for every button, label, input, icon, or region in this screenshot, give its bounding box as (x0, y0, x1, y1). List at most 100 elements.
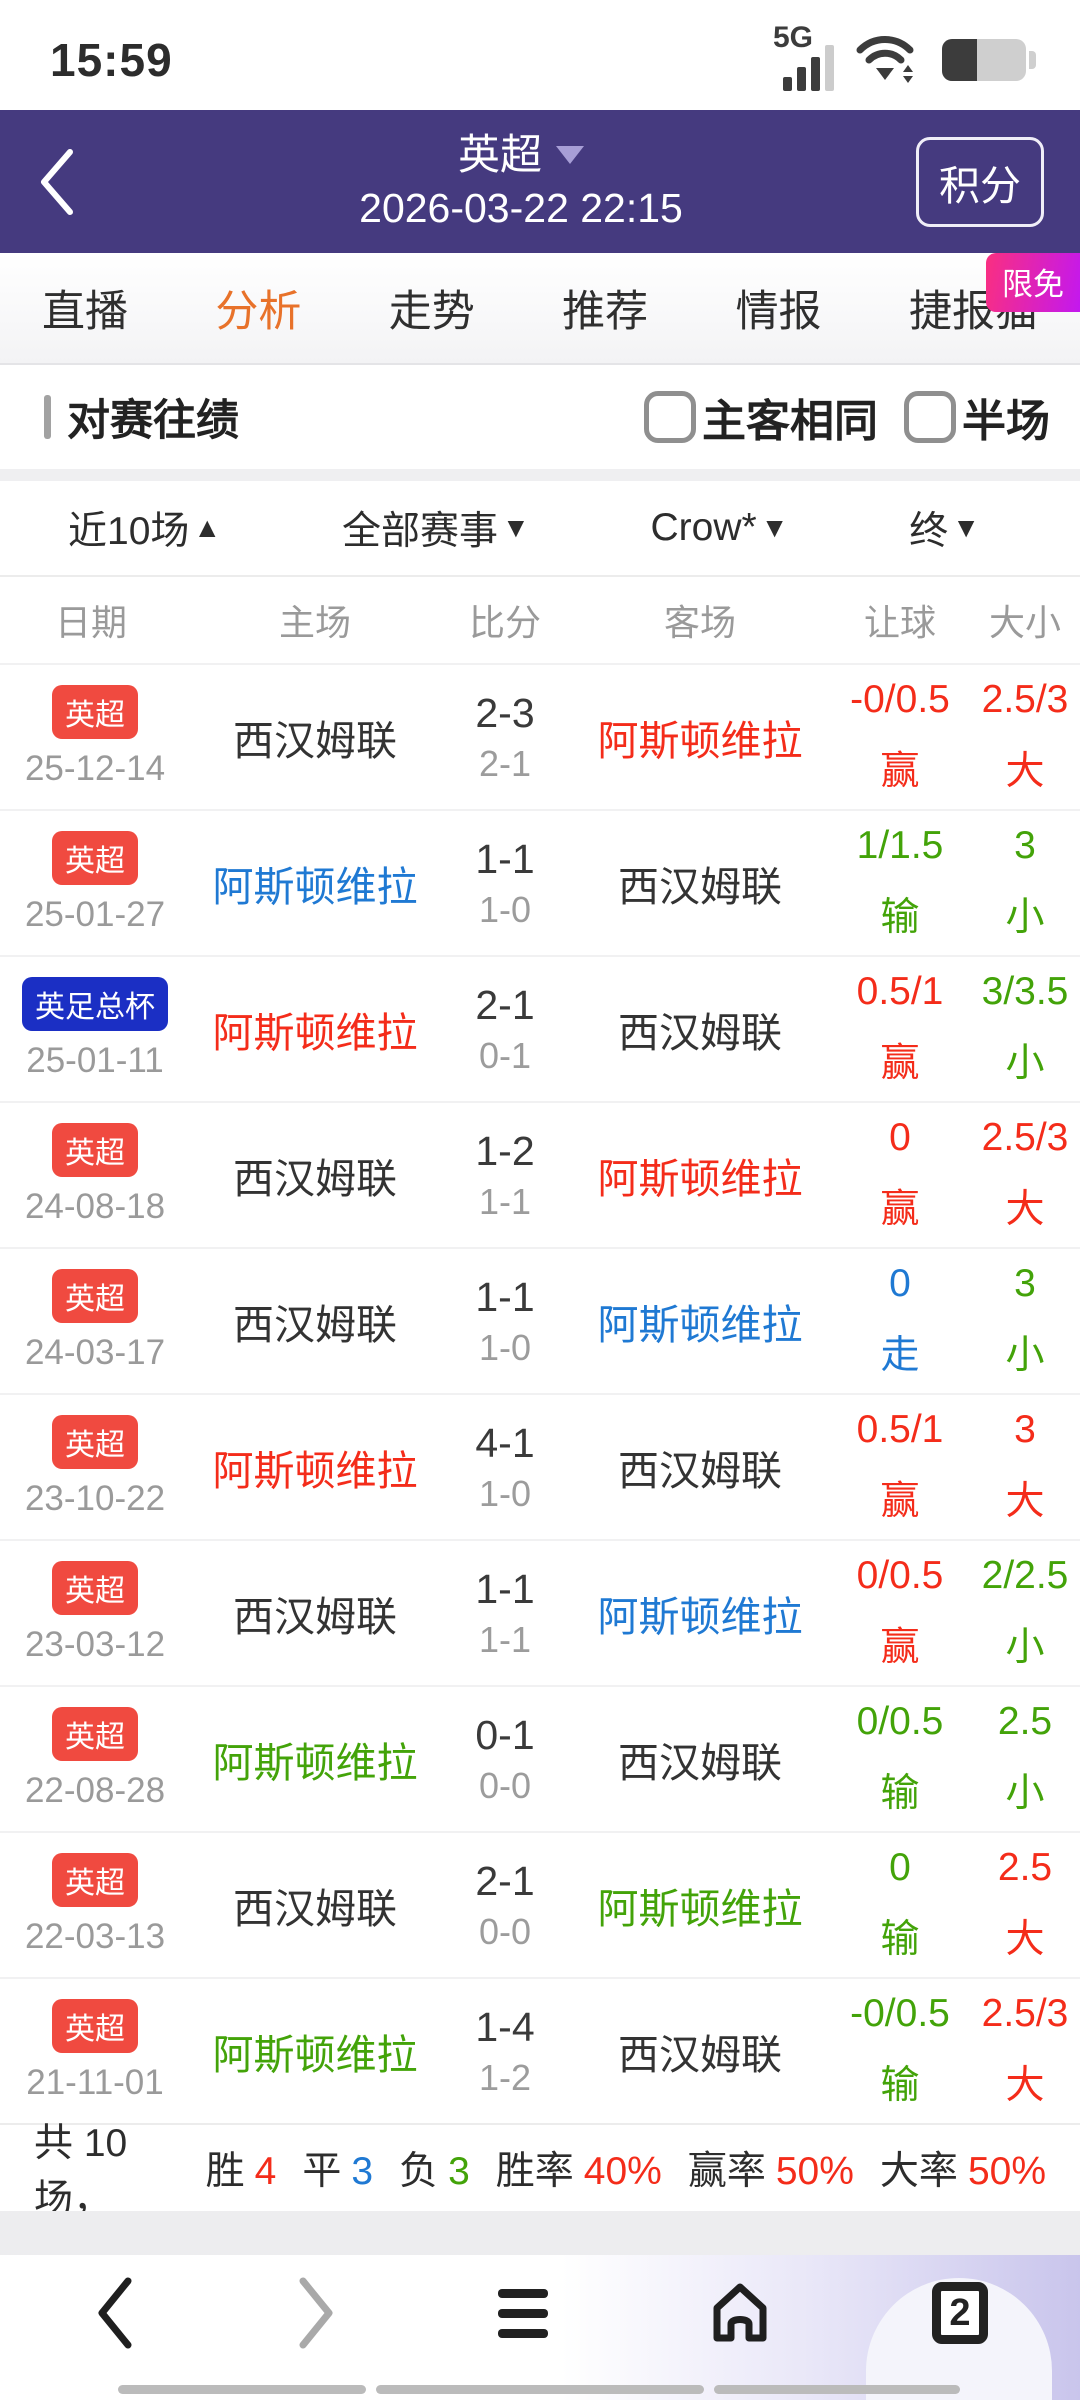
league-badge: 英超 (52, 685, 138, 739)
forward-icon (299, 2277, 333, 2349)
match-row[interactable]: 英超 24-08-18 西汉姆联 1-2 1-1 阿斯顿维拉 0 赢 2.5/3… (0, 1101, 1080, 1247)
score-cell: 2-1 0-1 (440, 982, 570, 1077)
match-date: 22-08-28 (24, 1771, 166, 1810)
handicap-cell: 0/0.5 赢 (830, 1554, 970, 1672)
home-icon (713, 2283, 767, 2342)
match-row[interactable]: 英超 22-03-13 西汉姆联 2-1 0-0 阿斯顿维拉 0 输 2.5 大 (0, 1831, 1080, 1977)
summary-items: 胜 4 平 3 负 3 胜率 40% 赢率 50% 大率 50% (180, 2140, 1046, 2196)
away-team: 阿斯顿维拉 (597, 1886, 803, 1932)
overunder-line: 2.5 (997, 1846, 1053, 1889)
tab-intel[interactable]: 情报 (735, 288, 822, 336)
fulltime-score: 1-2 (475, 1127, 535, 1174)
overunder-result: 大 (1005, 1188, 1045, 1231)
checkbox-halftime[interactable] (904, 391, 956, 443)
tab-live[interactable]: 直播 (42, 288, 128, 336)
handicap-cell: 1/1.5 输 (830, 824, 970, 942)
league-badge: 英超 (52, 1123, 138, 1177)
score-cell: 2-1 0-0 (440, 1858, 570, 1953)
league-selector[interactable]: 英超 (126, 130, 916, 180)
match-row[interactable]: 英超 23-03-12 西汉姆联 1-1 1-1 阿斯顿维拉 0/0.5 赢 2… (0, 1539, 1080, 1685)
status-bar: 15:59 5G (0, 0, 1080, 110)
nav-tabs-button[interactable]: 2 (932, 2282, 988, 2344)
handicap-result: 走 (880, 1334, 920, 1377)
back-icon (98, 2277, 132, 2349)
match-row[interactable]: 英超 22-08-28 阿斯顿维拉 0-1 0-0 西汉姆联 0/0.5 输 2… (0, 1685, 1080, 1831)
overunder-line: 2.5/3 (981, 1992, 1069, 2035)
fulltime-score: 2-1 (475, 1857, 535, 1904)
match-row[interactable]: 英超 25-12-14 西汉姆联 2-3 2-1 阿斯顿维拉 -0/0.5 赢 … (0, 663, 1080, 809)
filter-bookmaker[interactable]: Crow* ▼ (650, 506, 789, 549)
standings-button[interactable]: 积分 (916, 136, 1044, 227)
score-cell: 1-1 1-0 (440, 1274, 570, 1369)
filter-competition[interactable]: 全部赛事 ▼ (341, 510, 530, 553)
fulltime-score: 1-1 (475, 835, 535, 882)
overunder-cell: 3 小 (970, 1262, 1080, 1380)
halftime-filter[interactable]: 半场 (904, 385, 1050, 449)
filter-odds-time[interactable]: 终 ▼ (909, 510, 980, 553)
col-header-away: 客场 (663, 602, 736, 643)
league-badge: 英足总杯 (22, 977, 168, 1031)
match-date: 23-10-22 (24, 1479, 166, 1518)
tab-recommend[interactable]: 推荐 (562, 288, 649, 336)
filter-recent-matches[interactable]: 近10场 ▲ (68, 510, 222, 553)
match-meta: 英超 24-08-18 (0, 1123, 190, 1227)
league-badge: 英超 (52, 1853, 138, 1907)
overunder-line: 3 (1014, 1262, 1036, 1305)
network-type-label: 5G (773, 21, 814, 54)
nav-home-button[interactable] (707, 2280, 773, 2346)
handicap-result: 输 (880, 896, 920, 939)
league-badge: 英超 (52, 1269, 138, 1323)
home-team: 西汉姆联 (233, 1156, 397, 1202)
tab-analysis[interactable]: 分析 (215, 288, 302, 336)
match-date: 25-01-27 (24, 895, 166, 934)
fulltime-score: 1-1 (475, 1565, 535, 1612)
handicap-cell: 0 走 (830, 1262, 970, 1380)
tab-bar: 直播 分析 走势 推荐 情报 捷报猫 限免 (0, 253, 1080, 365)
summary-prefix: 共 10 场， (34, 2122, 128, 2221)
nav-menu-button[interactable] (498, 2288, 548, 2338)
fulltime-score: 4-1 (475, 1419, 535, 1466)
match-row[interactable]: 英足总杯 25-01-11 阿斯顿维拉 2-1 0-1 西汉姆联 0.5/1 赢… (0, 955, 1080, 1101)
overunder-cell: 2/2.5 小 (970, 1554, 1080, 1672)
match-date: 24-03-17 (24, 1333, 166, 1372)
tab-trend[interactable]: 走势 (388, 288, 475, 336)
score-cell: 1-1 1-1 (440, 1566, 570, 1661)
col-header-home: 主场 (278, 602, 351, 643)
halftime-score: 0-1 (478, 1034, 532, 1076)
nav-forward-button[interactable] (295, 2273, 339, 2353)
match-date: 22-03-13 (24, 1917, 166, 1956)
home-team: 阿斯顿维拉 (212, 1448, 418, 1494)
match-row[interactable]: 英超 24-03-17 西汉姆联 1-1 1-0 阿斯顿维拉 0 走 3 小 (0, 1247, 1080, 1393)
promo-badge: 限免 (986, 253, 1080, 312)
handicap-cell: -0/0.5 赢 (830, 678, 970, 796)
col-header-score: 比分 (468, 602, 541, 643)
checkbox-same-homeaway[interactable] (644, 391, 696, 443)
away-team: 阿斯顿维拉 (597, 1302, 803, 1348)
match-meta: 英超 25-01-27 (0, 831, 190, 935)
nav-divider-segment (376, 2385, 704, 2394)
caret-down-icon (556, 145, 584, 164)
handicap-result: 赢 (880, 750, 920, 793)
divider-band (0, 469, 1080, 481)
handicap-result: 输 (880, 2064, 920, 2107)
match-row[interactable]: 英超 25-01-27 阿斯顿维拉 1-1 1-0 西汉姆联 1/1.5 输 3… (0, 809, 1080, 955)
same-homeaway-filter[interactable]: 主客相同 (644, 385, 878, 449)
match-row[interactable]: 英超 23-10-22 阿斯顿维拉 4-1 1-0 西汉姆联 0.5/1 赢 3… (0, 1393, 1080, 1539)
handicap-result: 输 (880, 1772, 920, 1815)
caret-down-icon: ▼ (501, 512, 530, 543)
halftime-score: 1-1 (478, 1618, 532, 1660)
table-header: 日期 主场 比分 客场 让球 大小 (0, 577, 1080, 663)
handicap-line: 0.5/1 (856, 1408, 944, 1451)
back-button[interactable] (36, 146, 126, 218)
fulltime-score: 1-4 (475, 2003, 535, 2050)
overunder-cell: 2.5 小 (970, 1700, 1080, 1818)
handicap-cell: 0 输 (830, 1846, 970, 1964)
nav-back-button[interactable] (92, 2273, 136, 2353)
match-meta: 英超 25-12-14 (0, 685, 190, 789)
summary-stat: 赢率 50% (687, 2150, 854, 2193)
away-team: 阿斯顿维拉 (597, 1594, 803, 1640)
match-row[interactable]: 英超 21-11-01 阿斯顿维拉 1-4 1-2 西汉姆联 -0/0.5 输 … (0, 1977, 1080, 2123)
overunder-result: 大 (1005, 1918, 1045, 1961)
